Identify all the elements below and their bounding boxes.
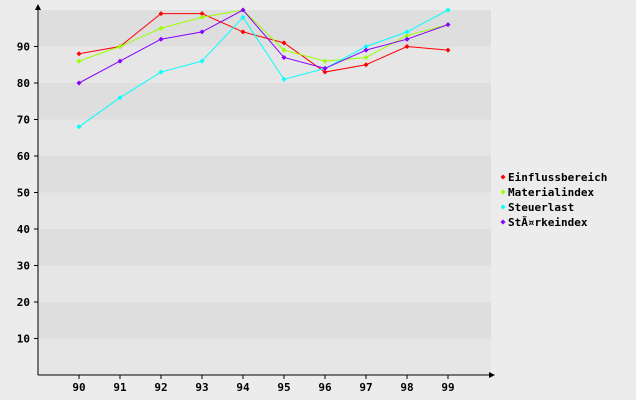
series-lines <box>76 7 451 130</box>
data-point <box>363 54 369 60</box>
data-point <box>240 29 246 35</box>
data-point <box>322 58 328 64</box>
x-axis-arrow <box>489 372 495 378</box>
series-line <box>78 9 449 128</box>
y-axis-arrow <box>35 4 41 10</box>
grid-band <box>38 119 491 156</box>
y-tick-label: 80 <box>17 77 30 90</box>
x-tick-label: 91 <box>113 381 127 394</box>
y-tick-label: 40 <box>17 223 30 236</box>
x-tick-label: 93 <box>195 381 208 394</box>
data-point <box>117 58 123 64</box>
series-line <box>78 9 449 62</box>
series-line <box>78 9 449 84</box>
grid-band <box>38 10 491 47</box>
data-point <box>404 44 410 49</box>
data-point <box>281 54 287 60</box>
data-point <box>158 25 164 31</box>
legend-marker <box>500 174 506 180</box>
data-point <box>199 29 205 35</box>
grid-band <box>38 338 491 375</box>
y-tick-label: 70 <box>17 114 30 127</box>
data-point <box>363 44 369 49</box>
x-tick-label: 92 <box>154 381 167 394</box>
y-tick-label: 60 <box>17 150 30 163</box>
x-axis-ticks: 90 91 92 93 94 95 96 97 98 99 <box>72 375 455 394</box>
data-point <box>76 58 82 64</box>
legend: Einflussbereich Materialindex Steuerlast St… <box>500 171 607 229</box>
x-tick-label: 94 <box>236 381 250 394</box>
data-point <box>158 69 164 75</box>
y-tick-label: 20 <box>17 296 30 309</box>
data-point <box>363 62 369 68</box>
data-point <box>240 14 246 20</box>
grid-band <box>38 156 491 193</box>
x-tick-label: 90 <box>72 381 85 394</box>
data-point <box>117 44 123 49</box>
legend-label: StÃ¤rkeindex <box>508 216 588 229</box>
axes <box>35 4 495 378</box>
data-point <box>404 29 410 35</box>
data-point <box>322 65 328 71</box>
grid-band <box>38 302 491 339</box>
x-tick-label: 95 <box>277 381 290 394</box>
grid-band <box>38 229 491 266</box>
x-tick-label: 99 <box>441 381 454 394</box>
legend-label: Steuerlast <box>508 201 574 214</box>
data-point <box>76 51 82 57</box>
y-tick-label: 10 <box>17 333 30 346</box>
grid-band <box>38 83 491 120</box>
y-tick-label: 50 <box>17 187 30 200</box>
data-point <box>445 22 451 28</box>
data-point <box>76 124 82 130</box>
x-tick-label: 98 <box>400 381 413 394</box>
data-point <box>158 11 164 17</box>
y-tick-label: 90 <box>17 41 30 54</box>
data-point <box>445 47 451 53</box>
grid-bands <box>38 10 491 375</box>
y-axis-ticks: 10 20 30 40 50 60 70 80 90 <box>17 41 38 346</box>
data-point <box>240 7 246 13</box>
data-point <box>199 11 205 17</box>
series-line <box>78 13 449 73</box>
data-point <box>76 80 82 86</box>
y-tick-label: 30 <box>17 260 30 273</box>
data-point <box>322 69 328 75</box>
x-tick-label: 96 <box>318 381 332 394</box>
data-point <box>281 40 287 46</box>
data-point <box>117 95 123 101</box>
data-point <box>281 76 287 82</box>
data-point <box>199 14 205 20</box>
data-point <box>404 36 410 42</box>
grid-band <box>38 192 491 229</box>
data-point <box>199 58 205 64</box>
x-tick-label: 97 <box>359 381 372 394</box>
data-point <box>404 33 410 39</box>
legend-marker <box>500 204 506 210</box>
data-point <box>158 36 164 42</box>
legend-label: Einflussbereich <box>508 171 607 184</box>
legend-marker <box>500 219 506 225</box>
grid-band <box>38 265 491 302</box>
legend-label: Materialindex <box>508 186 594 199</box>
data-point <box>445 7 451 13</box>
legend-marker <box>500 189 506 195</box>
data-point <box>281 47 287 53</box>
data-point <box>363 47 369 53</box>
